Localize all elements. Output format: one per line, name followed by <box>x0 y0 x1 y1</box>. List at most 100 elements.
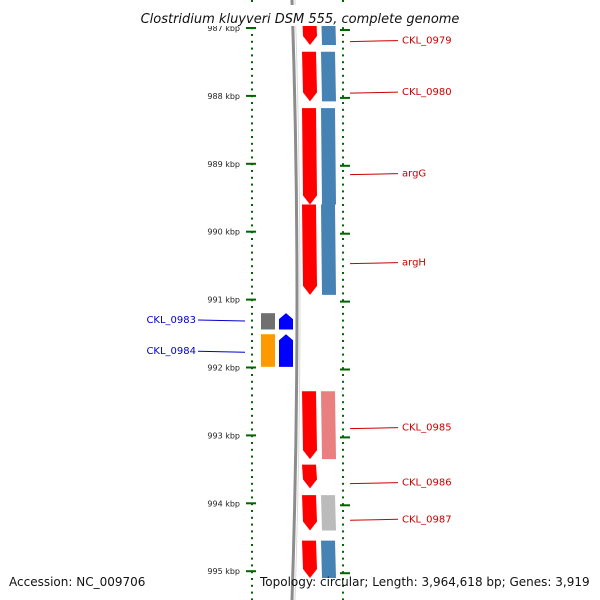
map-title: Clostridium kluyveri DSM 555, complete g… <box>141 12 460 27</box>
scale-dot-left <box>251 251 253 254</box>
scale-dot-right <box>342 88 344 91</box>
gene-leader-line <box>197 319 246 322</box>
scale-dot-left <box>251 482 253 485</box>
scale-dot-left <box>251 170 253 172</box>
scale-dot-left <box>251 265 253 268</box>
tick-label: 992 kbp <box>207 364 240 373</box>
forward-gene-arrow <box>302 391 317 460</box>
forward-gene-arrow <box>302 108 317 205</box>
scale-dot-right <box>342 251 344 254</box>
scale-dot-left <box>251 122 253 125</box>
scale-dot-left <box>251 544 253 546</box>
scale-dot-left <box>251 530 253 533</box>
gene-labels: CKL_0979 CKL_0980 argG argH CKL_0985 CKL_0986… <box>146 36 451 526</box>
gene-leader-line <box>349 40 399 43</box>
gene-label: CKL_0979 <box>402 36 452 47</box>
scale-dot-left <box>251 61 253 64</box>
scale-dot-right <box>342 231 344 234</box>
cog-box <box>321 391 336 460</box>
scale-dot-left <box>251 47 253 50</box>
scale-dot-left <box>251 510 253 512</box>
scale-dot-right <box>342 54 344 57</box>
scale-dot-left <box>251 462 253 465</box>
scale-dot-right <box>342 496 344 499</box>
scale-dot-left <box>251 469 253 472</box>
cog-box <box>321 204 336 295</box>
scale-dot-right <box>342 401 344 404</box>
scale-dot-left <box>251 387 253 390</box>
scale-dot-right <box>342 142 344 145</box>
scale-dot-left <box>251 81 253 84</box>
scale-dot-right <box>342 367 344 370</box>
scale-dot-right <box>342 244 344 247</box>
scale-dot-right <box>342 136 344 138</box>
scale-dot-right <box>342 360 344 363</box>
scale-dot-left <box>251 523 253 526</box>
scale-dot-left <box>251 326 253 329</box>
scale-dot-left <box>251 129 253 132</box>
scale-dot-right <box>342 564 344 567</box>
scale-dot-right <box>342 74 344 77</box>
scale-dot-left <box>251 340 253 342</box>
scale-dot-left <box>251 489 253 492</box>
forward-gene-arrow <box>302 464 317 489</box>
cog-box <box>321 495 336 531</box>
scale-dot-right <box>342 170 344 172</box>
scale-dot-left <box>251 258 253 261</box>
scale-dot-left <box>251 244 253 247</box>
scale-dot-right <box>342 285 344 288</box>
scale-dot-right <box>342 81 344 84</box>
scale-dot-left <box>251 360 253 363</box>
gene-label: CKL_0980 <box>402 87 452 98</box>
scale-dot-left <box>251 516 253 519</box>
scale-dot-left <box>251 476 253 478</box>
scale-dot-right <box>342 61 344 64</box>
scale-dot-left <box>251 136 253 138</box>
scale-dot-left <box>251 183 253 186</box>
scale-dot-left <box>251 421 253 424</box>
scale-dot-left <box>251 319 253 322</box>
scale-dot-right <box>342 482 344 485</box>
reverse-gene-arrow <box>279 334 293 367</box>
scale-dot-right <box>342 319 344 322</box>
cog-box <box>321 108 336 205</box>
gene-leader-line <box>349 518 399 521</box>
scale-dot-right <box>342 455 344 458</box>
scale-dot-right <box>342 503 344 506</box>
scale-dot-left <box>251 496 253 499</box>
scale-dot-right <box>342 197 344 200</box>
scale-dot-right <box>342 333 344 336</box>
gene-label: CKL_0987 <box>402 514 452 525</box>
scale-dot-right <box>342 183 344 186</box>
scale-dot-right <box>342 156 344 159</box>
scale-dot-right <box>342 306 344 308</box>
scale-dot-left <box>251 428 253 431</box>
genome-backbone <box>290 0 299 600</box>
scale-dot-left <box>251 455 253 458</box>
scale-dot-left <box>251 537 253 540</box>
scale-dot-right <box>342 394 344 397</box>
scale-dot-left <box>251 414 253 417</box>
scale-dot-right <box>342 129 344 132</box>
scale-dot-right <box>342 448 344 451</box>
summary-text: Topology: circular; Length: 3,964,618 bp… <box>259 575 590 589</box>
scale-dot-right <box>342 217 344 220</box>
scale-dot-left <box>251 591 253 594</box>
scale-dot-right <box>342 40 344 43</box>
scale-dot-left <box>251 54 253 57</box>
scale-dot-right <box>342 312 344 315</box>
scale-dot-left <box>251 204 253 206</box>
scale-dot-right <box>342 537 344 540</box>
tick-label: 991 kbp <box>207 296 240 305</box>
scale-dot-right <box>342 557 344 560</box>
scale-dot-left <box>251 550 253 553</box>
reverse-cog-box <box>261 313 275 330</box>
scale-dot-left <box>251 380 253 383</box>
scale-dot-right <box>342 108 344 111</box>
scale-dot-left <box>251 34 253 36</box>
scale-dot-left <box>251 306 253 308</box>
scale-dot-left <box>251 142 253 145</box>
scale-dot-right <box>342 68 344 70</box>
scale-dot-right <box>342 258 344 261</box>
